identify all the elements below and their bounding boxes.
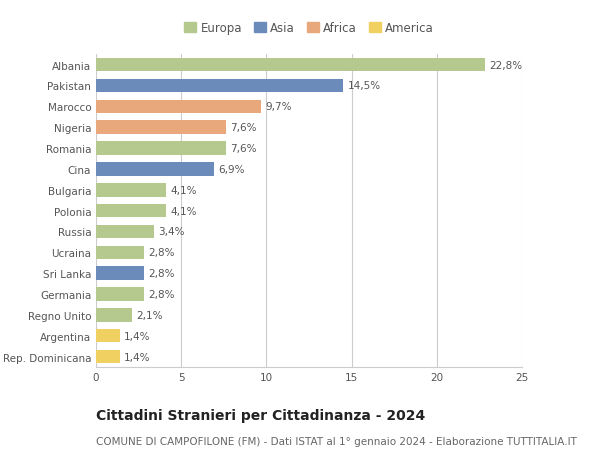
Text: 2,8%: 2,8% [148,269,175,279]
Bar [96,121,226,134]
Text: 1,4%: 1,4% [124,352,151,362]
Text: 9,7%: 9,7% [266,102,292,112]
Text: 4,1%: 4,1% [170,206,197,216]
Text: 14,5%: 14,5% [347,81,380,91]
Bar [96,163,214,176]
Bar [96,350,120,364]
Bar [96,204,166,218]
Bar [96,142,226,156]
Bar [96,101,261,114]
Bar [96,184,166,197]
Text: 2,8%: 2,8% [148,289,175,299]
Bar [96,288,144,301]
Text: 3,4%: 3,4% [158,227,185,237]
Bar [96,308,132,322]
Bar [96,267,144,280]
Text: Cittadini Stranieri per Cittadinanza - 2024: Cittadini Stranieri per Cittadinanza - 2… [96,409,425,422]
Text: 4,1%: 4,1% [170,185,197,196]
Bar [96,59,485,72]
Text: COMUNE DI CAMPOFILONE (FM) - Dati ISTAT al 1° gennaio 2024 - Elaborazione TUTTIT: COMUNE DI CAMPOFILONE (FM) - Dati ISTAT … [96,436,577,446]
Text: 7,6%: 7,6% [230,144,256,154]
Bar [96,246,144,259]
Bar [96,225,154,239]
Text: 6,9%: 6,9% [218,164,244,174]
Text: 7,6%: 7,6% [230,123,256,133]
Text: 1,4%: 1,4% [124,331,151,341]
Text: 22,8%: 22,8% [489,61,522,71]
Text: 2,1%: 2,1% [136,310,163,320]
Legend: Europa, Asia, Africa, America: Europa, Asia, Africa, America [179,17,439,39]
Bar [96,329,120,343]
Text: 2,8%: 2,8% [148,248,175,258]
Bar [96,79,343,93]
